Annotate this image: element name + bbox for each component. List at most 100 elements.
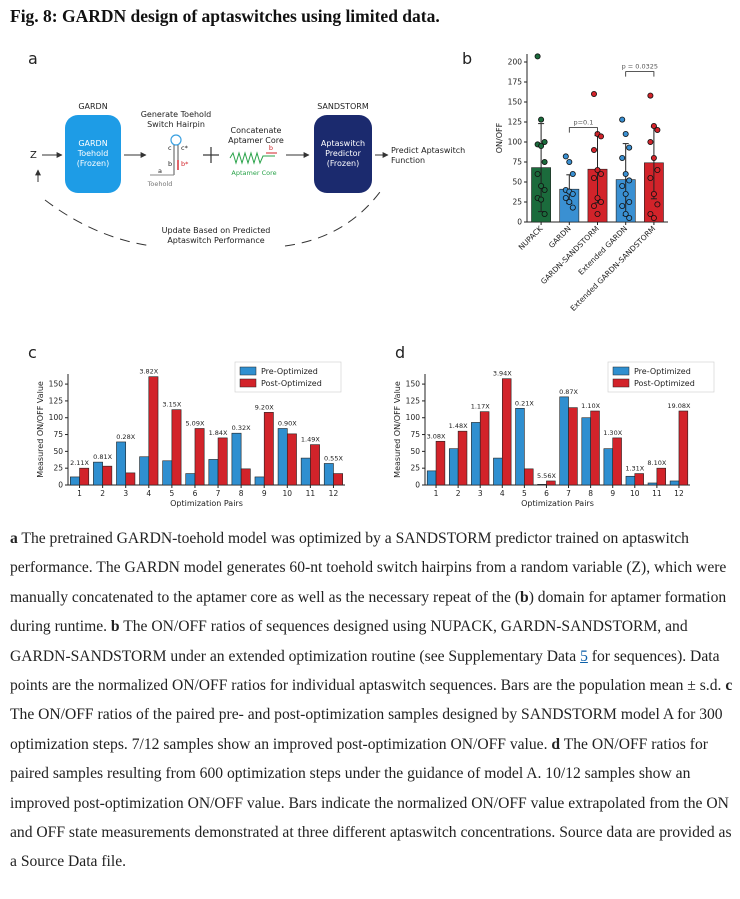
fold-change-label: 1.17X <box>471 403 490 411</box>
data-point <box>594 210 601 217</box>
x-tick-label: 9 <box>610 489 615 498</box>
fold-change-label: 3.15X <box>162 401 181 409</box>
fold-change-label: 1.30X <box>603 429 622 437</box>
bar <box>240 468 251 486</box>
concatenate-text: Aptamer Core <box>228 136 284 145</box>
data-point <box>650 190 657 197</box>
x-tick-label: 12 <box>329 489 339 498</box>
bar <box>102 465 113 486</box>
bar <box>116 441 127 486</box>
p-value: p=0.1 <box>573 119 593 127</box>
predict-text: Function <box>391 156 425 165</box>
y-tick-label: 125 <box>508 118 523 127</box>
data-point <box>534 170 541 177</box>
sandstorm-box <box>314 115 372 193</box>
data-point <box>647 210 654 217</box>
hairpin-loop <box>170 134 182 146</box>
caption-bold: b <box>520 588 529 606</box>
y-tick-label: 150 <box>49 380 64 389</box>
x-tick-label: 7 <box>566 489 571 498</box>
data-point <box>562 153 569 160</box>
hairpin-label: b <box>168 160 172 168</box>
x-tick-label: 12 <box>674 489 684 498</box>
generate-text: Switch Hairpin <box>147 120 205 129</box>
bar <box>93 461 103 486</box>
significance-bracket <box>568 127 598 133</box>
data-point <box>654 201 661 208</box>
data-point <box>538 116 545 123</box>
caption-link[interactable]: 5 <box>580 647 588 665</box>
bar <box>678 410 689 486</box>
fold-change-label: 3.82X <box>139 368 158 376</box>
data-point <box>541 186 548 193</box>
data-point <box>598 170 605 177</box>
bar <box>300 457 311 486</box>
panel-label: b <box>462 49 472 68</box>
bar <box>559 396 569 486</box>
data-point <box>626 144 633 151</box>
x-tick-label: 4 <box>500 489 505 498</box>
fold-change-label: 0.55X <box>324 454 343 462</box>
panel-label: a <box>28 49 38 68</box>
data-point <box>619 202 626 209</box>
data-point <box>569 204 576 211</box>
x-tick-label: NUPACK <box>517 223 546 252</box>
x-tick-label: 5 <box>522 489 527 498</box>
y-tick-label: 0 <box>58 481 63 490</box>
data-point <box>591 146 598 153</box>
bar <box>254 476 265 486</box>
bar <box>79 467 90 486</box>
x-tick-label: 6 <box>193 489 198 498</box>
bar <box>501 378 512 486</box>
y-tick-label: 0 <box>415 481 420 490</box>
bar <box>185 473 196 486</box>
y-axis-label: ON/OFF <box>495 122 504 153</box>
bar <box>171 409 182 486</box>
sandstorm-box-text: (Frozen) <box>327 159 359 168</box>
x-tick-label: 11 <box>306 489 316 498</box>
bar <box>263 412 274 486</box>
bar <box>603 448 614 486</box>
x-tick-label: 3 <box>478 489 483 498</box>
y-tick-label: 100 <box>49 413 64 422</box>
y-tick-label: 25 <box>410 464 420 473</box>
hairpin-label: c <box>168 144 172 152</box>
fold-change-label: 0.87X <box>559 388 578 396</box>
bar <box>479 411 490 486</box>
hairpin-label: a <box>158 167 162 175</box>
legend-swatch <box>239 366 257 376</box>
update-text: Aptaswitch Performance <box>167 236 264 245</box>
data-point <box>569 170 576 177</box>
data-point <box>594 194 601 201</box>
x-tick-label: 1 <box>434 489 439 498</box>
bar <box>568 407 578 486</box>
legend-label: Pre-Optimized <box>634 367 691 376</box>
x-tick-label: 8 <box>239 489 244 498</box>
z-label: Z <box>30 150 37 161</box>
y-tick-label: 150 <box>406 380 421 389</box>
x-tick-label: 2 <box>456 489 461 498</box>
concatenate-text: Concatenate <box>231 126 282 135</box>
predict-text: Predict Aptaswitch <box>391 146 465 155</box>
y-tick-label: 75 <box>410 430 420 439</box>
data-point <box>626 177 633 184</box>
bar <box>625 475 636 486</box>
caption-text: The ON/OFF ratios of sequences designed … <box>10 618 688 665</box>
y-tick-label: 75 <box>53 430 63 439</box>
data-point <box>541 210 548 217</box>
fold-change-label: 0.21X <box>515 399 534 407</box>
bar <box>634 473 644 486</box>
caption-bold: b <box>110 618 120 636</box>
chart-b: b 0 25 50 75 100 125 150 175 200 ON/OFF NUPACK GARDN… <box>462 49 668 313</box>
fold-change-label: 0.28X <box>116 433 135 441</box>
bar <box>515 408 525 486</box>
data-point <box>591 174 598 181</box>
fold-change-label: 0.90X <box>278 419 297 427</box>
legend-swatch <box>612 378 630 388</box>
caption-bold: c <box>725 677 733 695</box>
y-tick-label: 75 <box>512 158 522 167</box>
hairpin-label: c* <box>181 144 189 152</box>
bar <box>457 430 468 486</box>
